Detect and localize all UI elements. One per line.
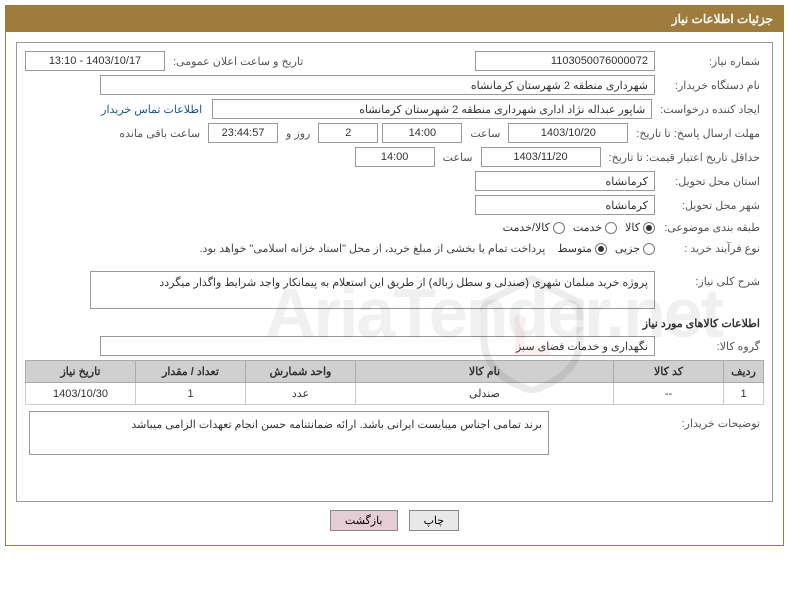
panel-title: جزئیات اطلاعات نیاز	[672, 12, 773, 26]
time-label-2: ساعت	[439, 149, 477, 166]
panel-header: جزئیات اطلاعات نیاز	[6, 6, 783, 32]
announce-label: تاریخ و ساعت اعلان عمومی:	[169, 53, 307, 70]
row-city: شهر محل تحویل:	[25, 195, 764, 215]
radio-icon	[605, 222, 617, 234]
price-time-input[interactable]	[355, 147, 435, 167]
category-label: طبقه بندی موضوعی:	[659, 219, 764, 236]
province-input[interactable]	[475, 171, 655, 191]
city-label: شهر محل تحویل:	[659, 197, 764, 214]
buyer-input[interactable]	[100, 75, 655, 95]
cell-row: 1	[724, 383, 764, 405]
row-buyer: نام دستگاه خریدار:	[25, 75, 764, 95]
radio-label: خدمت	[573, 221, 602, 234]
radio-icon	[553, 222, 565, 234]
announce-input[interactable]	[25, 51, 165, 71]
radio-icon	[643, 222, 655, 234]
th-name: نام کالا	[356, 361, 614, 383]
th-date: تاریخ نیاز	[26, 361, 136, 383]
items-table: ردیف کد کالا نام کالا واحد شمارش تعداد /…	[25, 360, 764, 405]
back-button[interactable]: بازگشت	[330, 510, 398, 531]
th-unit: واحد شمارش	[246, 361, 356, 383]
price-validity-label: حداقل تاریخ اعتبار قیمت: تا تاریخ:	[605, 149, 764, 166]
category-option[interactable]: کالا/خدمت	[503, 221, 565, 234]
radio-label: جزیی	[615, 242, 640, 255]
group-label: گروه کالا:	[659, 338, 764, 355]
spacer	[25, 261, 764, 271]
radio-label: کالا	[625, 221, 640, 234]
print-button[interactable]: چاپ	[409, 510, 460, 531]
footer-buttons: چاپ بازگشت	[16, 510, 773, 531]
buyer-notes-wrap: توضیحات خریدار: برند تمامی اجناس میبایست…	[25, 405, 764, 455]
time-label-1: ساعت	[466, 125, 504, 142]
requester-label: ایجاد کننده درخواست:	[656, 101, 764, 118]
row-process: نوع فرآیند خرید : جزیی متوسط پرداخت تمام …	[25, 240, 764, 257]
contact-link[interactable]: اطلاعات تماس خریدار	[95, 103, 208, 116]
category-option[interactable]: کالا	[625, 221, 655, 234]
row-price-validity: حداقل تاریخ اعتبار قیمت: تا تاریخ: ساعت	[25, 147, 764, 167]
days-and-label: روز و	[282, 125, 314, 142]
cell-code: --	[614, 383, 724, 405]
content-area: AriaTender.net شماره نیاز: تاریخ و ساعت …	[6, 32, 783, 545]
days-input[interactable]	[318, 123, 378, 143]
row-reply-deadline: مهلت ارسال پاسخ: تا تاریخ: ساعت روز و سا…	[25, 123, 764, 143]
main-container: جزئیات اطلاعات نیاز AriaTender.net شماره…	[5, 5, 784, 546]
process-option[interactable]: جزیی	[615, 242, 655, 255]
items-section-title: اطلاعات کالاهای مورد نیاز	[29, 317, 760, 330]
cell-name: صندلی	[356, 383, 614, 405]
remain-label: ساعت باقی مانده	[115, 125, 204, 142]
need-number-label: شماره نیاز:	[659, 53, 764, 70]
requester-input[interactable]	[212, 99, 652, 119]
row-province: استان محل تحویل:	[25, 171, 764, 191]
table-header-row: ردیف کد کالا نام کالا واحد شمارش تعداد /…	[26, 361, 764, 383]
radio-icon	[643, 243, 655, 255]
price-date-input[interactable]	[481, 147, 601, 167]
remain-time-input[interactable]	[208, 123, 278, 143]
form-box: AriaTender.net شماره نیاز: تاریخ و ساعت …	[16, 42, 773, 502]
radio-label: کالا/خدمت	[503, 221, 550, 234]
group-input[interactable]	[100, 336, 655, 356]
th-row: ردیف	[724, 361, 764, 383]
category-option[interactable]: خدمت	[573, 221, 617, 234]
buyer-notes-box: برند تمامی اجناس میبایست ایرانی باشد. ار…	[29, 411, 549, 455]
row-need-desc: شرح کلی نیاز:	[25, 271, 764, 309]
row-group: گروه کالا:	[25, 336, 764, 356]
radio-icon	[595, 243, 607, 255]
table-row: 1--صندلیعدد11403/10/30	[26, 383, 764, 405]
process-radio-group: جزیی متوسط	[557, 242, 655, 255]
need-number-input[interactable]	[475, 51, 655, 71]
reply-deadline-label: مهلت ارسال پاسخ: تا تاریخ:	[632, 125, 764, 142]
cell-qty: 1	[136, 383, 246, 405]
th-qty: تعداد / مقدار	[136, 361, 246, 383]
need-desc-label: شرح کلی نیاز:	[659, 271, 764, 290]
row-category: طبقه بندی موضوعی: کالا خدمت کالا/خدمت	[25, 219, 764, 236]
row-requester: ایجاد کننده درخواست: اطلاعات تماس خریدار	[25, 99, 764, 119]
category-radio-group: کالا خدمت کالا/خدمت	[503, 221, 655, 234]
reply-date-input[interactable]	[508, 123, 628, 143]
radio-label: متوسط	[557, 242, 592, 255]
buyer-label: نام دستگاه خریدار:	[659, 77, 764, 94]
cell-date: 1403/10/30	[26, 383, 136, 405]
row-need-number: شماره نیاز: تاریخ و ساعت اعلان عمومی:	[25, 51, 764, 71]
payment-note: پرداخت تمام یا بخشی از مبلغ خرید، از محل…	[192, 240, 554, 257]
cell-unit: عدد	[246, 383, 356, 405]
process-option[interactable]: متوسط	[557, 242, 607, 255]
buyer-notes-label: توضیحات خریدار:	[659, 415, 764, 432]
reply-time-input[interactable]	[382, 123, 462, 143]
city-input[interactable]	[475, 195, 655, 215]
province-label: استان محل تحویل:	[659, 173, 764, 190]
process-label: نوع فرآیند خرید :	[659, 240, 764, 257]
th-code: کد کالا	[614, 361, 724, 383]
need-desc-textarea[interactable]	[90, 271, 655, 309]
